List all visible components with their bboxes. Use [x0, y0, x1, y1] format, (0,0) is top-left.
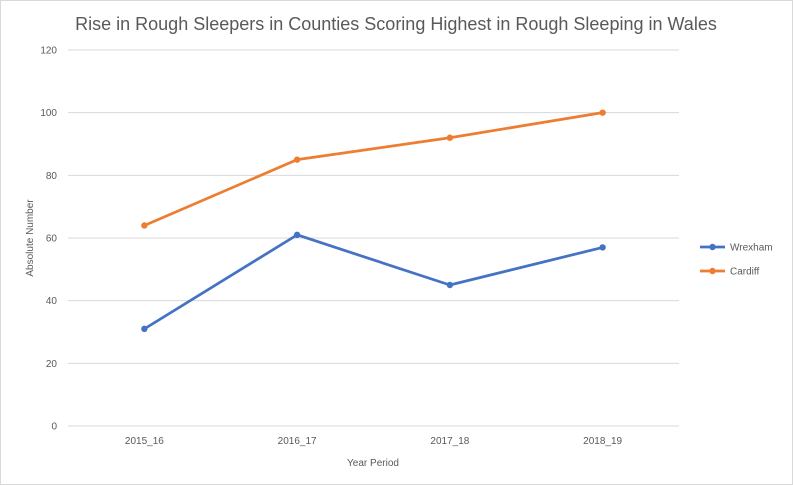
legend-label-cardiff: Cardiff [730, 267, 759, 278]
data-point-wrexham [599, 244, 606, 251]
y-tick-label: 80 [46, 171, 58, 182]
series-line-cardiff [143, 111, 604, 227]
y-tick-label: 120 [40, 46, 57, 57]
legend-label-wrexham: Wrexham [730, 243, 773, 254]
data-point-cardiff [293, 156, 301, 163]
x-axis-title: Year Period [347, 458, 399, 469]
series-line-wrexham [143, 233, 604, 331]
data-point-wrexham [293, 231, 301, 239]
x-tick-label: 2016_17 [278, 436, 317, 447]
y-tick-label: 40 [46, 296, 58, 307]
y-tick-label: 100 [40, 108, 57, 119]
chart-title: Rise in Rough Sleepers in Counties Scori… [75, 14, 717, 34]
y-tick-label: 60 [46, 234, 58, 245]
y-axis-title: Absolute Number [25, 199, 36, 277]
y-tick-label: 20 [46, 359, 58, 370]
data-point-cardiff [141, 222, 148, 229]
series-group [141, 109, 606, 333]
x-tick-label: 2018_19 [583, 436, 622, 447]
legend-marker-cardiff [709, 267, 716, 275]
data-point-wrexham [446, 281, 454, 289]
gridlines [68, 49, 679, 427]
y-axis-ticks: 0 20 40 60 80 100 120 [40, 46, 57, 433]
data-point-cardiff [446, 134, 454, 141]
legend: Wrexham Cardiff [700, 243, 773, 278]
legend-marker-wrexham [709, 243, 716, 251]
data-point-wrexham [141, 325, 148, 333]
x-tick-label: 2017_18 [430, 436, 469, 447]
x-tick-label: 2015_16 [125, 436, 164, 447]
data-point-cardiff [599, 109, 606, 116]
y-tick-label: 0 [51, 422, 57, 433]
x-axis-ticks: 2015_16 2016_17 2017_18 2018_19 [125, 436, 623, 447]
